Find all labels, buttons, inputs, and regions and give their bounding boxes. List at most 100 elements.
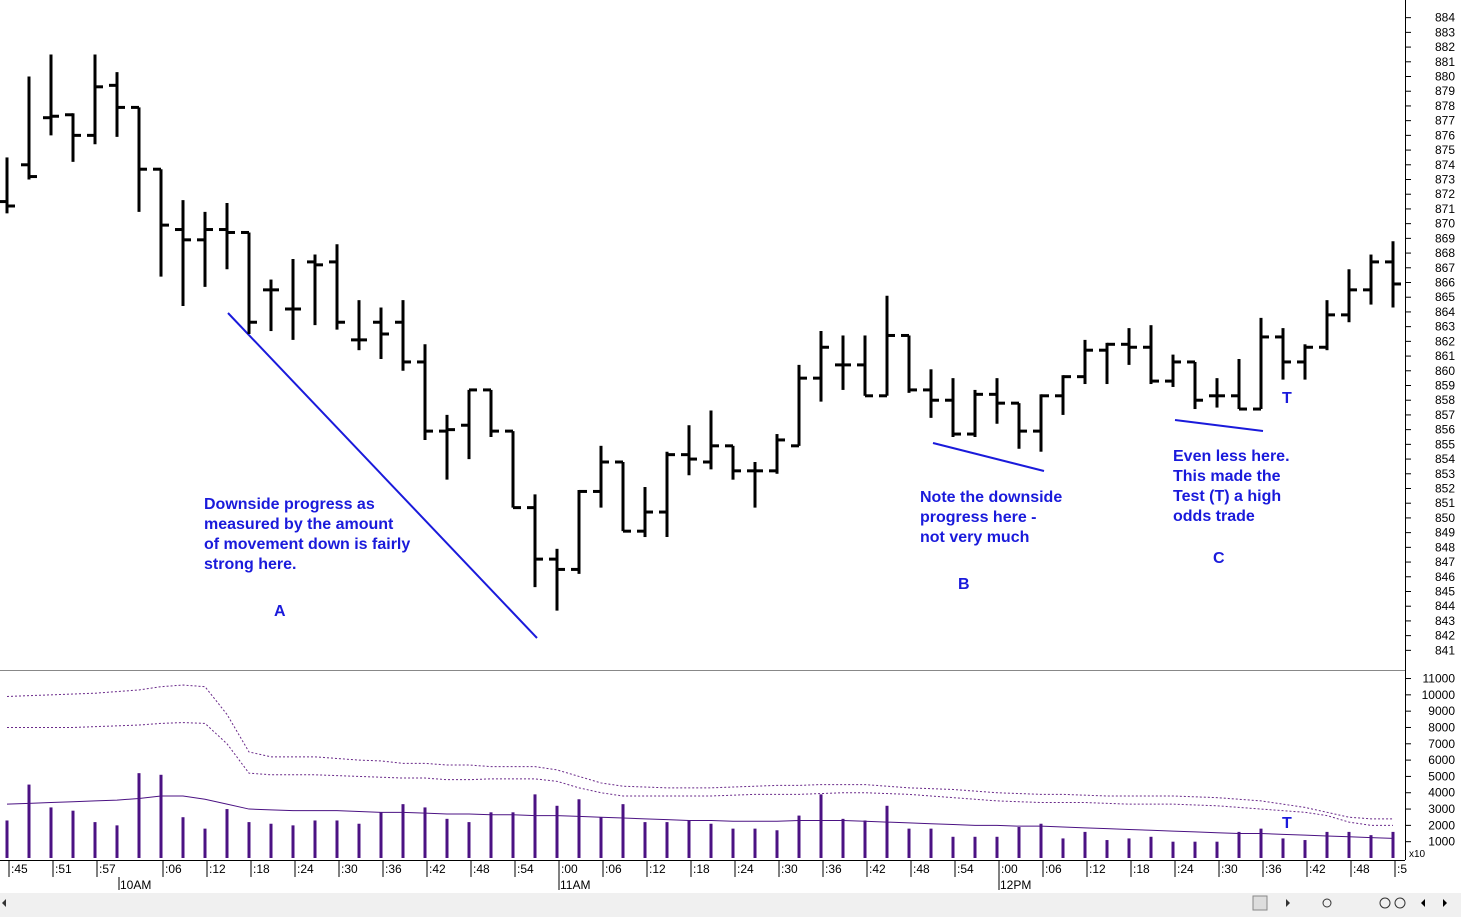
volume-bar [687,820,691,858]
volume-bar [1039,823,1043,858]
annotation: Even less here. [1173,448,1290,465]
volume-bar [753,828,757,858]
volume-bar [1391,831,1395,858]
volume-bar [181,817,185,858]
volume-bar [1193,841,1197,858]
x-tick-label: :06 [605,862,622,876]
volume-bar [27,784,31,858]
y-tick-label: 872 [1435,187,1455,201]
y-tick-label: 847 [1435,555,1455,569]
y-tick-label: 6000 [1428,753,1455,767]
scrollbar-track [0,893,1461,917]
y-tick-label: 868 [1435,246,1455,260]
x-tick-label: :30 [781,862,798,876]
volume-bar [929,828,933,858]
volume-bar [489,812,493,858]
volume-bar [467,822,471,858]
y-tick-label: 7000 [1428,737,1455,751]
volume-bar [1347,831,1351,858]
x-tick-label: :5 [1397,862,1407,876]
y-tick-label: 843 [1435,614,1455,628]
page-left[interactable] [1421,899,1425,907]
annotation: not very much [920,529,1029,546]
x-tick-label: :30 [1221,862,1238,876]
volume-bar [423,807,427,858]
y-tick-label: 867 [1435,261,1455,275]
scale-label: x10 [1409,849,1426,860]
scroll-thumb[interactable] [1252,895,1268,911]
x-tick-label: :54 [957,862,974,876]
x-tick-label: :12 [209,862,226,876]
x-tick-label: :51 [55,862,72,876]
y-tick-label: 11000 [1423,672,1456,686]
y-tick-label: 8000 [1428,720,1455,734]
volume-bar [49,807,53,858]
volume-bar [335,820,339,858]
y-tick-label: 854 [1435,452,1455,466]
volume-bar [159,774,163,858]
volume-bar [247,822,251,858]
y-tick-label: 3000 [1428,802,1455,816]
scroll-left[interactable] [2,899,6,907]
volume-bar [731,828,735,858]
x-tick-label: :36 [825,862,842,876]
x-tick-label: :48 [1353,862,1370,876]
annotation: odds trade [1173,508,1255,525]
x-tick-label: :48 [913,862,930,876]
y-tick-label: 866 [1435,276,1455,290]
scroll-right[interactable] [1286,899,1290,907]
volume-bar [5,820,9,858]
zoom-out[interactable] [1379,897,1391,909]
y-tick-label: 869 [1435,231,1455,245]
x-tick-label: :42 [869,862,886,876]
volume-bar [1171,841,1175,858]
annotation: A [274,603,286,620]
tool-icon[interactable] [1322,898,1332,908]
volume-bar [1149,836,1153,858]
annotation: Note the downside [920,489,1062,506]
y-tick-label: 870 [1435,217,1455,231]
volume-average [7,722,1393,826]
y-tick-label: 862 [1435,334,1455,348]
volume-bar [1237,831,1241,858]
volume-bar [533,794,537,858]
zoom-in[interactable] [1394,897,1406,909]
x-tick-label: :12 [1089,862,1106,876]
x-tick-label: :00 [561,862,578,876]
annotation: This made the [1173,468,1281,485]
hour-label: 10AM [120,878,151,892]
volume-bar [863,820,867,858]
y-tick-label: 861 [1435,349,1455,363]
hour-label: 11AM [560,878,590,892]
volume-bar [907,828,911,858]
volume-bar [577,799,581,858]
y-tick-label: 841 [1435,643,1455,657]
x-tick-label: :24 [297,862,314,876]
volume-bar [511,812,515,858]
volume-bar [1105,840,1109,858]
x-tick-label: :24 [1177,862,1194,876]
volume-bar [71,810,75,858]
x-tick-label: :48 [473,862,490,876]
volume-bar [1017,827,1021,858]
annotation: Test (T) a high [1173,488,1281,505]
y-tick-label: 877 [1435,114,1455,128]
volume-bar [775,830,779,858]
y-tick-label: 881 [1435,55,1455,69]
volume-bar [709,823,713,858]
y-tick-label: 884 [1435,11,1455,25]
volume-bar [1127,838,1131,858]
trend-line-c [1174,419,1264,432]
y-tick-label: 846 [1435,570,1455,584]
volume-bar [1325,831,1329,858]
volume-bar [643,822,647,858]
volume-bar [665,822,669,858]
trend-line-a [227,312,538,639]
volume-bar [401,804,405,858]
volume-bar [1369,835,1373,858]
annotation: B [958,576,970,593]
page-right[interactable] [1443,899,1447,907]
y-tick-label: 865 [1435,290,1455,304]
volume-bar [1061,838,1065,858]
